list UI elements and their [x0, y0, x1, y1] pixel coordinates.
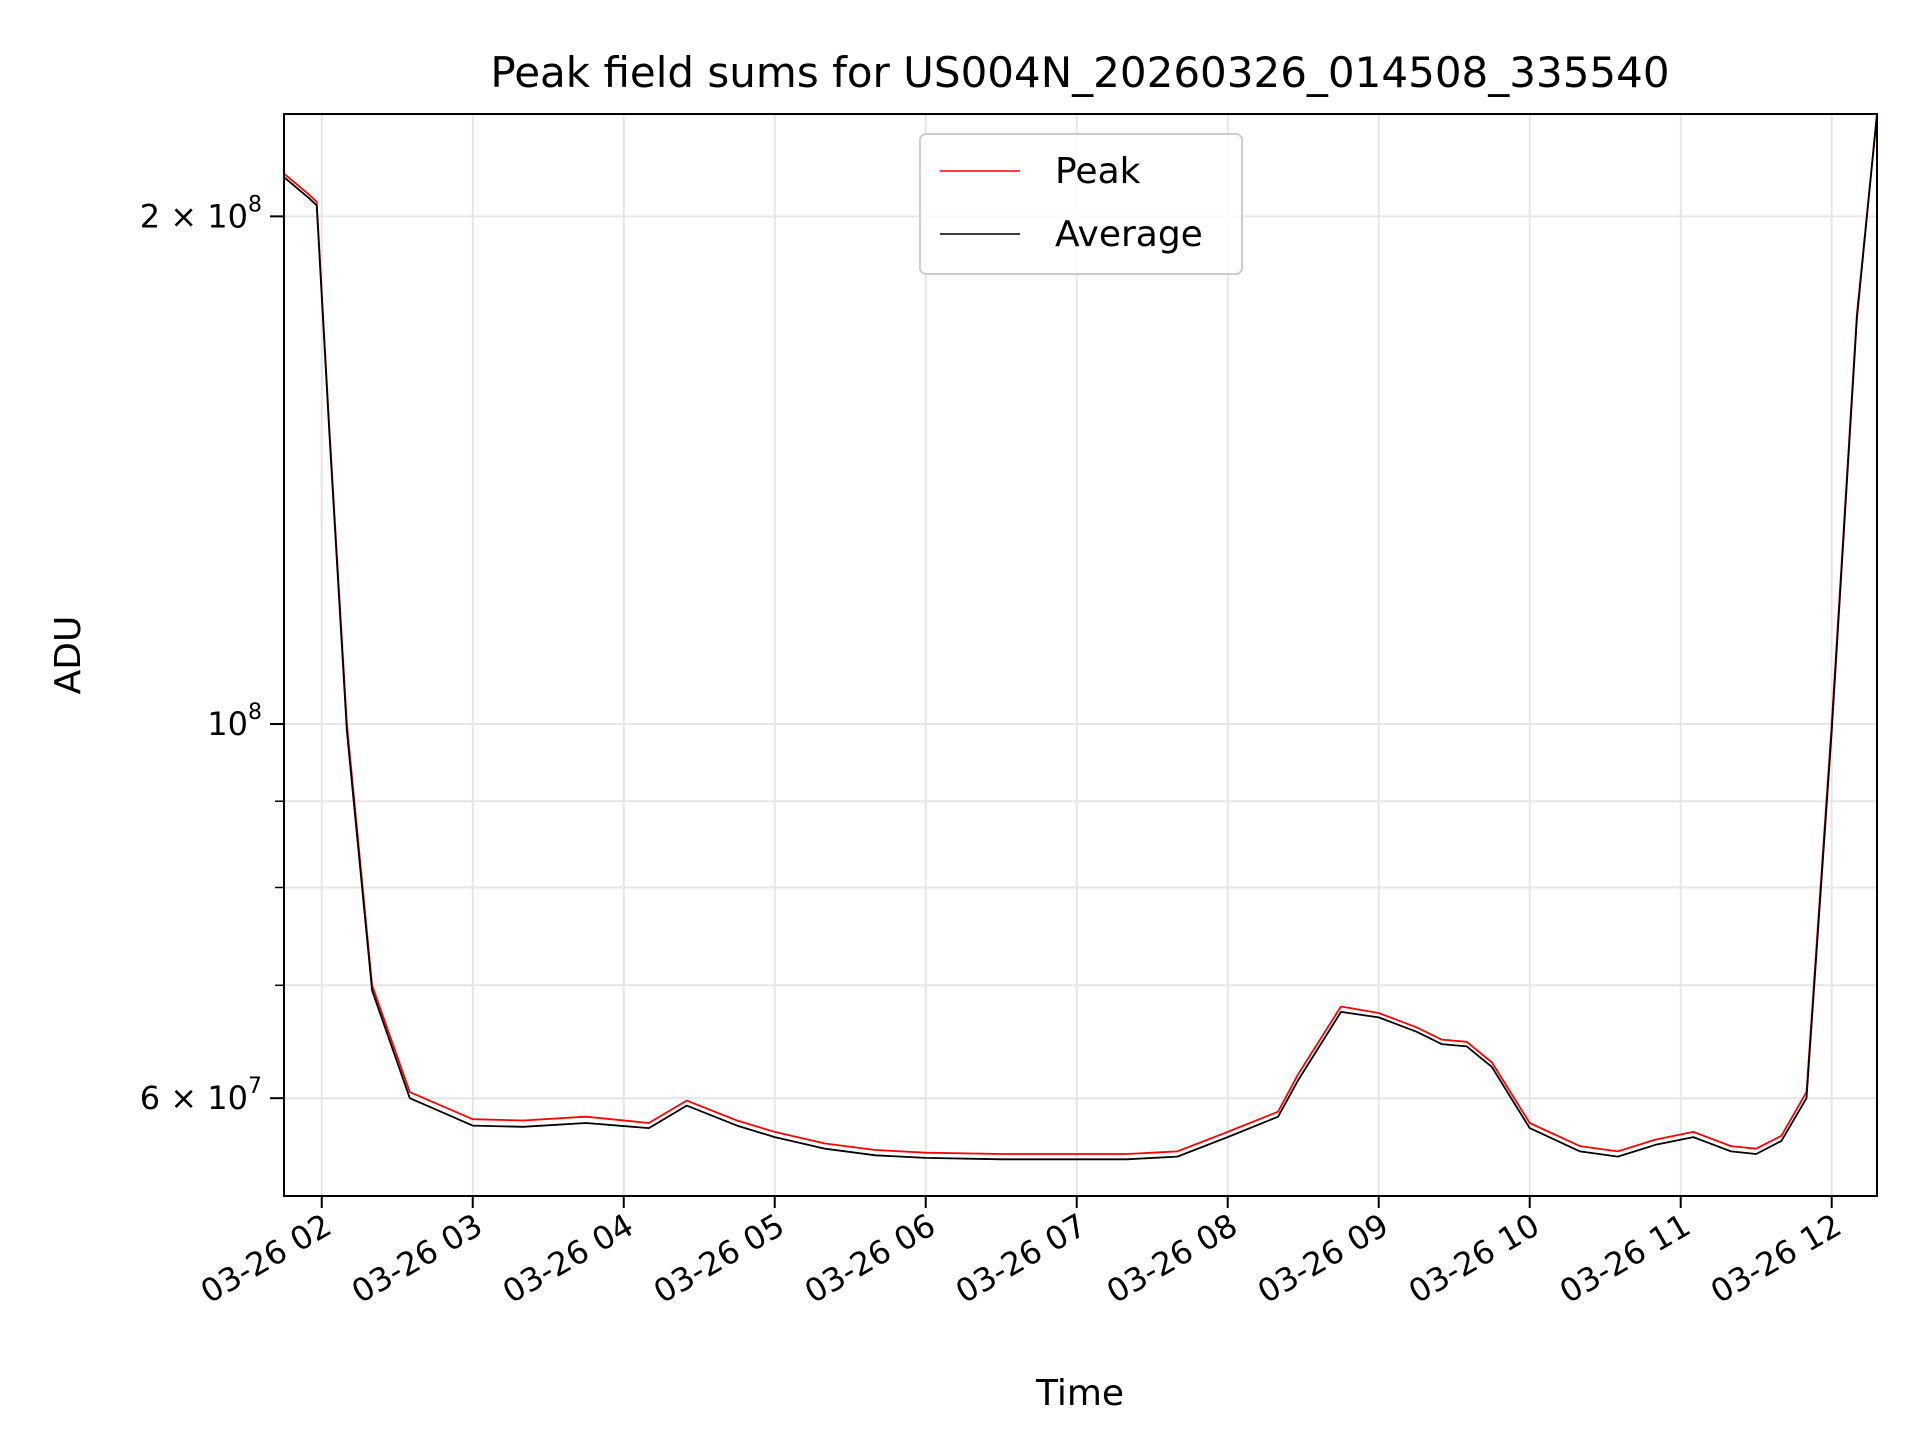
y-tick-mantissa: 6 — [140, 1079, 160, 1117]
legend: Peak Average — [919, 133, 1243, 275]
y-tick-exponent: 8 — [248, 700, 262, 725]
y-tick-times: × 10 — [160, 197, 248, 235]
y-tick-exponent: 8 — [248, 192, 262, 217]
legend-box — [919, 133, 1243, 275]
y-tick-mantissa: 2 — [140, 197, 160, 235]
plot-lines — [283, 113, 1878, 1161]
y-tick-exponent: 7 — [248, 1074, 262, 1099]
series-line-peak — [283, 113, 1878, 1155]
series-line-average — [283, 113, 1878, 1161]
y-axis-label: ADU — [48, 616, 89, 695]
y-tick-label: 2 × 108 — [140, 192, 262, 235]
y-tick-base: 10 — [207, 705, 248, 743]
y-tick-label: 6 × 107 — [140, 1074, 262, 1117]
chart-title: Peak field sums for US004N_20260326_0145… — [490, 48, 1669, 97]
y-tick-times: × 10 — [160, 1079, 248, 1117]
plot-frame — [283, 113, 1878, 1197]
grid — [284, 114, 1877, 1196]
x-axis-label: Time — [1035, 1373, 1124, 1414]
y-tick-label: 108 — [207, 700, 262, 743]
legend-label-peak: Peak — [1055, 151, 1141, 192]
legend-label-average: Average — [1055, 214, 1203, 255]
